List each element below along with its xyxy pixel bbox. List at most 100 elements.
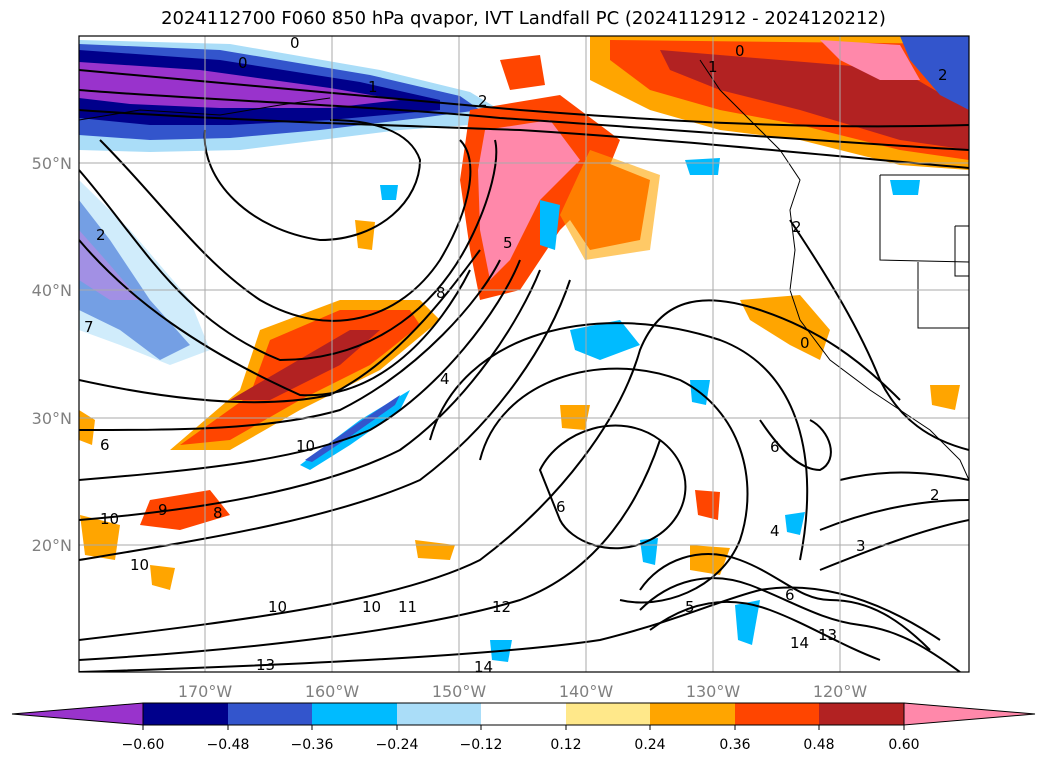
contour-label: 12 <box>492 598 511 616</box>
neg-blob-4 <box>890 180 920 195</box>
contour-line <box>79 249 481 404</box>
colorbar-bin <box>143 703 228 725</box>
pos-blob-1 <box>500 55 545 90</box>
pos-blob-4 <box>80 515 120 560</box>
contour-line <box>79 586 941 672</box>
neg-blob-9 <box>380 185 398 200</box>
contour-line <box>819 519 969 571</box>
neg-blob-3 <box>685 158 720 175</box>
contour-label: 2 <box>478 92 488 110</box>
lon-label: 140°W <box>559 682 614 701</box>
contour-label: 2 <box>938 66 948 84</box>
contour-label: 6 <box>770 438 780 456</box>
contour-line <box>203 119 422 242</box>
contour-line <box>79 259 521 481</box>
pos-blob-12 <box>930 385 960 410</box>
contour-label: 5 <box>503 234 513 252</box>
contour-label: 5 <box>685 598 695 616</box>
colorbar-tick-label: 0.48 <box>803 737 834 753</box>
contour-label: 2 <box>792 218 802 236</box>
contour-line <box>99 139 472 322</box>
lon-label: 160°W <box>305 682 360 701</box>
contour-label: 7 <box>84 318 94 336</box>
lon-label: 130°W <box>686 682 741 701</box>
contour-line <box>79 279 571 561</box>
border-states-1 <box>879 175 969 263</box>
colorbar-tick-label: 0.24 <box>634 737 665 753</box>
contour-label: 4 <box>770 522 780 540</box>
shaded-field <box>79 36 969 662</box>
colorbar-tick-label: −0.24 <box>376 737 419 753</box>
lat-label: 20°N <box>32 536 72 555</box>
pos-ne-pink <box>820 40 920 80</box>
colorbar-tick-label: 0.60 <box>888 737 919 753</box>
contour-labels: 0 0 0 1 1 2 2 2 2 2 3 4 5 5 6 6 6 6 8 8 … <box>84 34 948 676</box>
contour-label: 9 <box>158 501 168 519</box>
contour-label: 6 <box>556 498 566 516</box>
contour-label: 6 <box>100 436 110 454</box>
colorbar: −0.60 −0.48 −0.36 −0.24 −0.12 0.12 0.24 … <box>11 702 1036 753</box>
colorbar-tick-label: −0.60 <box>122 737 165 753</box>
colorbar-tick-label: 0.12 <box>550 737 581 753</box>
map-frame <box>78 35 970 673</box>
colorbar-bin <box>650 703 735 725</box>
contour-label: 13 <box>256 656 275 674</box>
contour-line <box>79 89 969 151</box>
contour-label: 1 <box>708 58 718 76</box>
contour-line <box>79 109 969 169</box>
colorbar-tick-label: −0.48 <box>207 737 250 753</box>
contour-label: 2 <box>96 226 106 244</box>
colorbar-frame <box>142 702 905 726</box>
contour-label: 3 <box>856 537 866 555</box>
lat-label: 30°N <box>32 409 72 428</box>
colorbar-bin <box>312 703 397 725</box>
neg-west-light <box>79 180 210 365</box>
contour-label: 4 <box>440 370 450 388</box>
contour-label: 8 <box>436 284 446 302</box>
colorbar-tick-label: −0.36 <box>291 737 334 753</box>
colorbar-bin <box>397 703 481 725</box>
pos-sw-band-dark <box>230 330 380 400</box>
colorbar-tick-label: −0.12 <box>460 737 503 753</box>
lat-label: 40°N <box>32 281 72 300</box>
lat-label: 50°N <box>32 154 72 173</box>
contour-line <box>538 424 687 550</box>
contour-label: 11 <box>398 598 417 616</box>
contour-label: 2 <box>930 486 940 504</box>
colorbar-bin <box>566 703 650 725</box>
contour-line <box>789 219 969 451</box>
contour-line <box>639 553 931 651</box>
lon-label: 120°W <box>813 682 868 701</box>
contour-line <box>639 577 961 672</box>
pos-plume-east-o <box>560 150 660 260</box>
pos-blob-6 <box>690 545 730 575</box>
gridlines <box>79 36 969 672</box>
neg-blob-6 <box>785 512 805 535</box>
pos-plume-pink <box>478 120 580 280</box>
contour-label: 0 <box>290 34 300 52</box>
contour-label: 8 <box>213 504 223 522</box>
contour-label: 10 <box>268 598 287 616</box>
contour-line <box>819 499 969 531</box>
contour-label: 0 <box>238 54 248 72</box>
pos-blob-3 <box>140 490 230 530</box>
contour-line <box>839 471 969 481</box>
ivt-contours <box>79 69 969 672</box>
contour-line <box>79 259 501 431</box>
contour-label: 13 <box>818 626 837 644</box>
contour-line <box>479 367 749 604</box>
lon-label: 150°W <box>432 682 487 701</box>
colorbar-bin <box>228 703 312 725</box>
colorbar-extend-min <box>11 702 144 726</box>
border-states-2 <box>917 262 969 329</box>
contour-label: 10 <box>130 556 149 574</box>
colorbar-extend-max <box>903 702 1036 726</box>
contour-label: 14 <box>474 658 493 676</box>
lat-labels: 50°N 40°N 30°N 20°N <box>32 154 72 555</box>
colorbar-bin <box>481 703 566 725</box>
contour-label: 6 <box>785 586 795 604</box>
contour-label: 10 <box>296 437 315 455</box>
contour-label: 0 <box>800 334 810 352</box>
map-title: 2024112700 F060 850 hPa qvapor, IVT Land… <box>161 8 886 29</box>
